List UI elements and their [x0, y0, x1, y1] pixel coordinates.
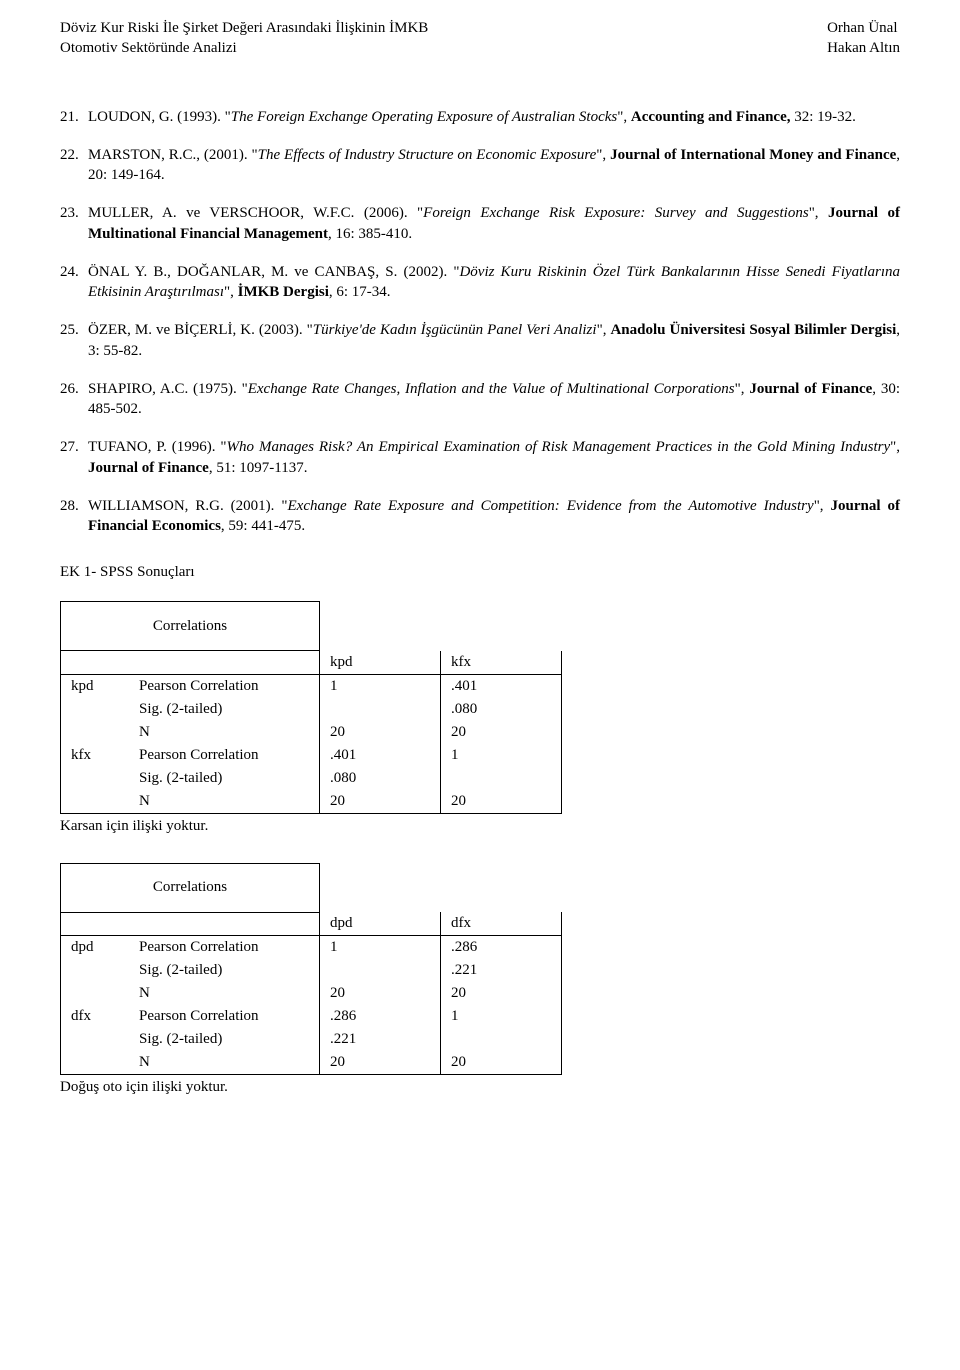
- cell-value: .080: [441, 698, 562, 721]
- cell-value: 1: [441, 744, 562, 767]
- column-header: kfx: [441, 651, 562, 675]
- cell-value: 1: [320, 674, 441, 698]
- column-header: dfx: [441, 912, 562, 936]
- cell-value: 20: [441, 1051, 562, 1075]
- table-title: Correlations: [61, 863, 320, 912]
- row-variable: [61, 698, 130, 721]
- row-variable: [61, 767, 130, 790]
- reference-number: 21.: [60, 107, 88, 127]
- row-variable: kfx: [61, 744, 130, 767]
- reference-number: 27.: [60, 437, 88, 478]
- row-variable: [61, 1051, 130, 1075]
- cell-value: .401: [320, 744, 441, 767]
- correlation-table: CorrelationsdpddfxdpdPearson Correlation…: [60, 863, 562, 1076]
- cell-value: .401: [441, 674, 562, 698]
- reference-item: 25.ÖZER, M. ve BİÇERLİ, K. (2003). "Türk…: [60, 320, 900, 361]
- column-header: kpd: [320, 651, 441, 675]
- cell-value: .286: [441, 936, 562, 960]
- row-variable: kpd: [61, 674, 130, 698]
- cell-value: [441, 767, 562, 790]
- cell-value: .221: [320, 1028, 441, 1051]
- column-header: dpd: [320, 912, 441, 936]
- reference-body: ÖZER, M. ve BİÇERLİ, K. (2003). "Türkiye…: [88, 320, 900, 361]
- reference-body: TUFANO, P. (1996). "Who Manages Risk? An…: [88, 437, 900, 478]
- correlation-block: CorrelationskpdkfxkpdPearson Correlation…: [60, 601, 900, 835]
- cell-value: 20: [441, 721, 562, 744]
- reference-number: 23.: [60, 203, 88, 244]
- cell-value: 20: [320, 721, 441, 744]
- row-variable: dfx: [61, 1005, 130, 1028]
- row-variable: [61, 959, 130, 982]
- row-statistic: Pearson Correlation: [129, 1005, 320, 1028]
- cell-value: [320, 698, 441, 721]
- header-author-2: Hakan Altın: [827, 38, 900, 58]
- row-statistic: N: [129, 721, 320, 744]
- reference-list: 21.LOUDON, G. (1993). "The Foreign Excha…: [60, 107, 900, 537]
- table-title: Correlations: [61, 602, 320, 651]
- reference-body: WILLIAMSON, R.G. (2001). "Exchange Rate …: [88, 496, 900, 537]
- header-left: Döviz Kur Riski İle Şirket Değeri Arasın…: [60, 18, 428, 59]
- cell-value: [320, 959, 441, 982]
- reference-body: LOUDON, G. (1993). "The Foreign Exchange…: [88, 107, 900, 127]
- table-note: Karsan için ilişki yoktur.: [60, 818, 900, 835]
- reference-item: 26.SHAPIRO, A.C. (1975). "Exchange Rate …: [60, 379, 900, 420]
- cell-value: 20: [441, 982, 562, 1005]
- reference-item: 21.LOUDON, G. (1993). "The Foreign Excha…: [60, 107, 900, 127]
- row-statistic: Sig. (2-tailed): [129, 698, 320, 721]
- cell-value: [441, 1028, 562, 1051]
- cell-value: .080: [320, 767, 441, 790]
- cell-value: 20: [320, 790, 441, 814]
- header-author-1: Orhan Ünal: [827, 18, 900, 38]
- reference-number: 26.: [60, 379, 88, 420]
- cell-value: 1: [441, 1005, 562, 1028]
- row-variable: [61, 982, 130, 1005]
- reference-item: 27.TUFANO, P. (1996). "Who Manages Risk?…: [60, 437, 900, 478]
- row-statistic: Sig. (2-tailed): [129, 1028, 320, 1051]
- row-statistic: Pearson Correlation: [129, 674, 320, 698]
- row-statistic: Pearson Correlation: [129, 936, 320, 960]
- correlation-block: CorrelationsdpddfxdpdPearson Correlation…: [60, 863, 900, 1097]
- cell-value: .286: [320, 1005, 441, 1028]
- reference-number: 22.: [60, 145, 88, 186]
- page-header: Döviz Kur Riski İle Şirket Değeri Arasın…: [60, 18, 900, 59]
- reference-number: 25.: [60, 320, 88, 361]
- reference-item: 24.ÖNAL Y. B., DOĞANLAR, M. ve CANBAŞ, S…: [60, 262, 900, 303]
- appendix-title: EK 1- SPSS Sonuçları: [60, 564, 900, 581]
- cell-value: 1: [320, 936, 441, 960]
- row-statistic: Pearson Correlation: [129, 744, 320, 767]
- reference-body: SHAPIRO, A.C. (1975). "Exchange Rate Cha…: [88, 379, 900, 420]
- row-statistic: Sig. (2-tailed): [129, 959, 320, 982]
- table-note: Doğuş oto için ilişki yoktur.: [60, 1079, 900, 1096]
- row-variable: [61, 1028, 130, 1051]
- cell-value: 20: [320, 982, 441, 1005]
- reference-body: MARSTON, R.C., (2001). "The Effects of I…: [88, 145, 900, 186]
- row-statistic: Sig. (2-tailed): [129, 767, 320, 790]
- row-statistic: N: [129, 790, 320, 814]
- row-statistic: N: [129, 1051, 320, 1075]
- cell-value: 20: [441, 790, 562, 814]
- cell-value: .221: [441, 959, 562, 982]
- reference-body: ÖNAL Y. B., DOĞANLAR, M. ve CANBAŞ, S. (…: [88, 262, 900, 303]
- correlation-table: CorrelationskpdkfxkpdPearson Correlation…: [60, 601, 562, 814]
- reference-number: 24.: [60, 262, 88, 303]
- row-variable: [61, 721, 130, 744]
- cell-value: 20: [320, 1051, 441, 1075]
- reference-number: 28.: [60, 496, 88, 537]
- row-statistic: N: [129, 982, 320, 1005]
- reference-item: 28.WILLIAMSON, R.G. (2001). "Exchange Ra…: [60, 496, 900, 537]
- header-title-line1: Döviz Kur Riski İle Şirket Değeri Arasın…: [60, 18, 428, 38]
- reference-item: 22.MARSTON, R.C., (2001). "The Effects o…: [60, 145, 900, 186]
- row-variable: [61, 790, 130, 814]
- reference-body: MULLER, A. ve VERSCHOOR, W.F.C. (2006). …: [88, 203, 900, 244]
- header-title-line2: Otomotiv Sektöründe Analizi: [60, 38, 428, 58]
- reference-item: 23.MULLER, A. ve VERSCHOOR, W.F.C. (2006…: [60, 203, 900, 244]
- row-variable: dpd: [61, 936, 130, 960]
- header-right: Orhan Ünal Hakan Altın: [827, 18, 900, 59]
